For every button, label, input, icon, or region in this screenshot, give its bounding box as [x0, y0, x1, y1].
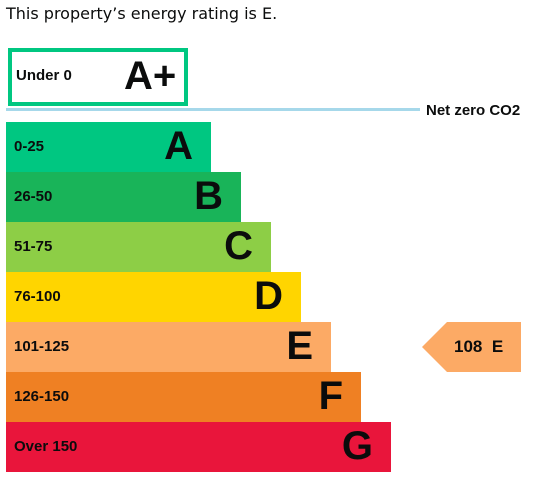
net-zero-label: Net zero CO2 [426, 102, 521, 119]
band-range-label: 76-100 [14, 288, 61, 305]
energy-rating-summary: This property’s energy rating is E. [6, 4, 278, 23]
band-letter: B [194, 174, 223, 218]
current-rating-value: 108 E [454, 337, 504, 356]
band-letter: F [318, 374, 343, 418]
band-a: 0-25 A [6, 122, 211, 172]
band-f: 126-150 F [6, 372, 361, 422]
pointer-arrow-icon [422, 322, 521, 372]
band-b: 26-50 B [6, 172, 241, 222]
band-letter: A [164, 124, 193, 168]
band-range-label: 101-125 [14, 338, 70, 355]
current-rating-pointer: 108 E [422, 322, 521, 372]
band-range-label: 0-25 [14, 138, 45, 155]
band-range-label: 26-50 [14, 188, 53, 205]
band-letter: E [286, 324, 313, 368]
band-d: 76-100 D [6, 272, 301, 322]
band-range-label: 51-75 [14, 238, 53, 255]
net-zero-line [6, 108, 420, 111]
band-letter: D [254, 274, 283, 318]
band-range-label: 126-150 [14, 388, 70, 405]
band-range-label: Under 0 [16, 67, 72, 84]
band-range-label: Over 150 [14, 438, 78, 455]
band-e: 101-125 E [6, 322, 331, 372]
band-letter: C [224, 224, 253, 268]
band-letter: G [341, 424, 373, 468]
band-g: Over 150 G [6, 422, 391, 472]
band-letter: A+ [124, 54, 177, 98]
band-c: 51-75 C [6, 222, 271, 272]
band-a-plus: Under 0 A+ [8, 48, 188, 106]
